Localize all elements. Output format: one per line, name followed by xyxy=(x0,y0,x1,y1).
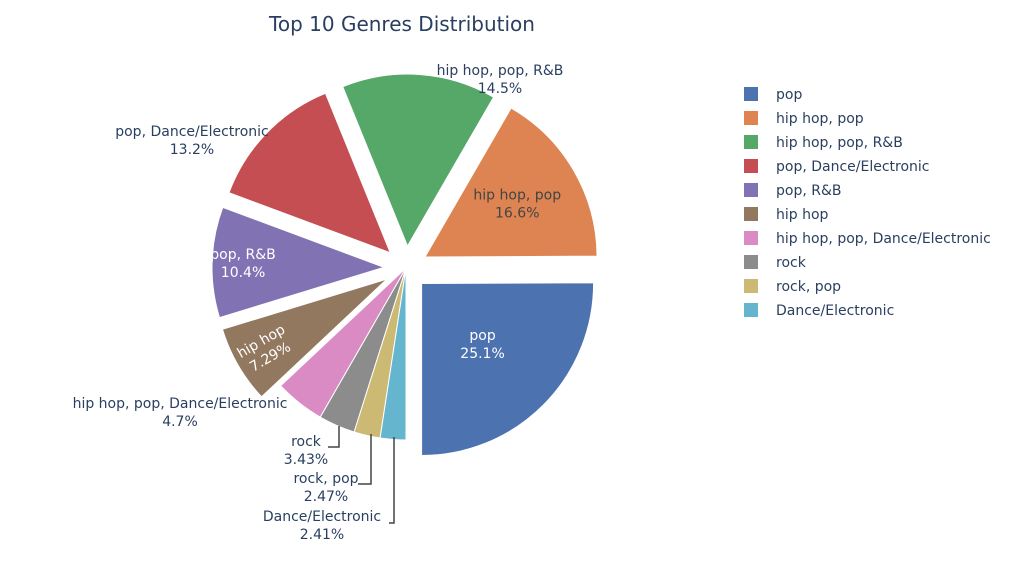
slice-label-pop-dance-electronic: pop, Dance/Electronic 13.2% xyxy=(115,124,269,158)
legend-swatch xyxy=(744,303,758,317)
pie-slice-hip-hop[interactable] xyxy=(221,278,388,398)
pie-slice-dance-electronic[interactable] xyxy=(379,267,407,441)
leader-line-rock-pop xyxy=(358,434,372,485)
legend-label: rock xyxy=(776,255,807,271)
legend-item-hip-hop-pop-dance-electronic[interactable]: hip hop, pop, Dance/Electronic xyxy=(744,231,991,247)
legend-swatch xyxy=(744,231,758,245)
leader-line-dance-electronic xyxy=(389,437,395,524)
legend-label: rock, pop xyxy=(776,279,841,295)
pie-slice-pop-dance-electronic[interactable] xyxy=(228,92,392,254)
slice-label-hip-hop-pop-dance-electronic: hip hop, pop, Dance/Electronic 4.7% xyxy=(73,396,288,430)
pie-slice-pop-r-b[interactable] xyxy=(211,206,386,319)
legend-label: pop, R&B xyxy=(776,183,842,199)
legend-item-pop-r-b[interactable]: pop, R&B xyxy=(744,183,842,199)
pie-slice-pop[interactable] xyxy=(421,282,595,457)
legend-label: hip hop, pop, R&B xyxy=(776,135,903,151)
legend-item-hip-hop[interactable]: hip hop xyxy=(744,207,829,223)
chart-title: Top 10 Genres Distribution xyxy=(268,12,535,36)
legend-swatch xyxy=(744,135,758,149)
legend-item-dance-electronic[interactable]: Dance/Electronic xyxy=(744,303,894,319)
slice-label-pop-r-b: pop, R&B 10.4% xyxy=(210,247,276,281)
pie-slice-hip-hop-pop[interactable] xyxy=(424,107,598,258)
leader-line-rock xyxy=(328,426,340,448)
legend-label: hip hop xyxy=(776,207,829,223)
legend-item-pop[interactable]: pop xyxy=(744,87,802,103)
legend-swatch xyxy=(744,87,758,101)
legend-swatch xyxy=(744,183,758,197)
slice-label-hip-hop-pop: hip hop, pop 16.6% xyxy=(473,187,561,221)
slice-label-rock: rock 3.43% xyxy=(284,434,328,468)
legend-swatch xyxy=(744,207,758,221)
legend-label: pop, Dance/Electronic xyxy=(776,159,930,175)
legend-label: hip hop, pop, Dance/Electronic xyxy=(776,231,991,247)
legend: pop hip hop, pop hip hop, pop, R&B pop, Dan… xyxy=(744,87,991,319)
legend-swatch xyxy=(744,159,758,173)
legend-label: hip hop, pop xyxy=(776,111,864,127)
legend-item-rock-pop[interactable]: rock, pop xyxy=(744,279,841,295)
slice-label-hip-hop-pop-r-b: hip hop, pop, R&B 14.5% xyxy=(437,63,564,97)
legend-item-pop-dance-electronic[interactable]: pop, Dance/Electronic xyxy=(744,159,930,175)
legend-swatch xyxy=(744,279,758,293)
slice-label-rock-pop: rock, pop 2.47% xyxy=(293,471,358,505)
legend-item-hip-hop-pop[interactable]: hip hop, pop xyxy=(744,111,864,127)
legend-label: pop xyxy=(776,87,802,103)
legend-swatch xyxy=(744,111,758,125)
slice-label-dance-electronic: Dance/Electronic 2.41% xyxy=(263,509,381,543)
legend-item-hip-hop-pop-r-b[interactable]: hip hop, pop, R&B xyxy=(744,135,903,151)
legend-item-rock[interactable]: rock xyxy=(744,255,807,271)
pie-slice-hip-hop-pop-r-b[interactable] xyxy=(342,73,495,248)
legend-swatch xyxy=(744,255,758,269)
slice-label-pop: pop 25.1% xyxy=(460,328,504,362)
legend-label: Dance/Electronic xyxy=(776,303,894,319)
